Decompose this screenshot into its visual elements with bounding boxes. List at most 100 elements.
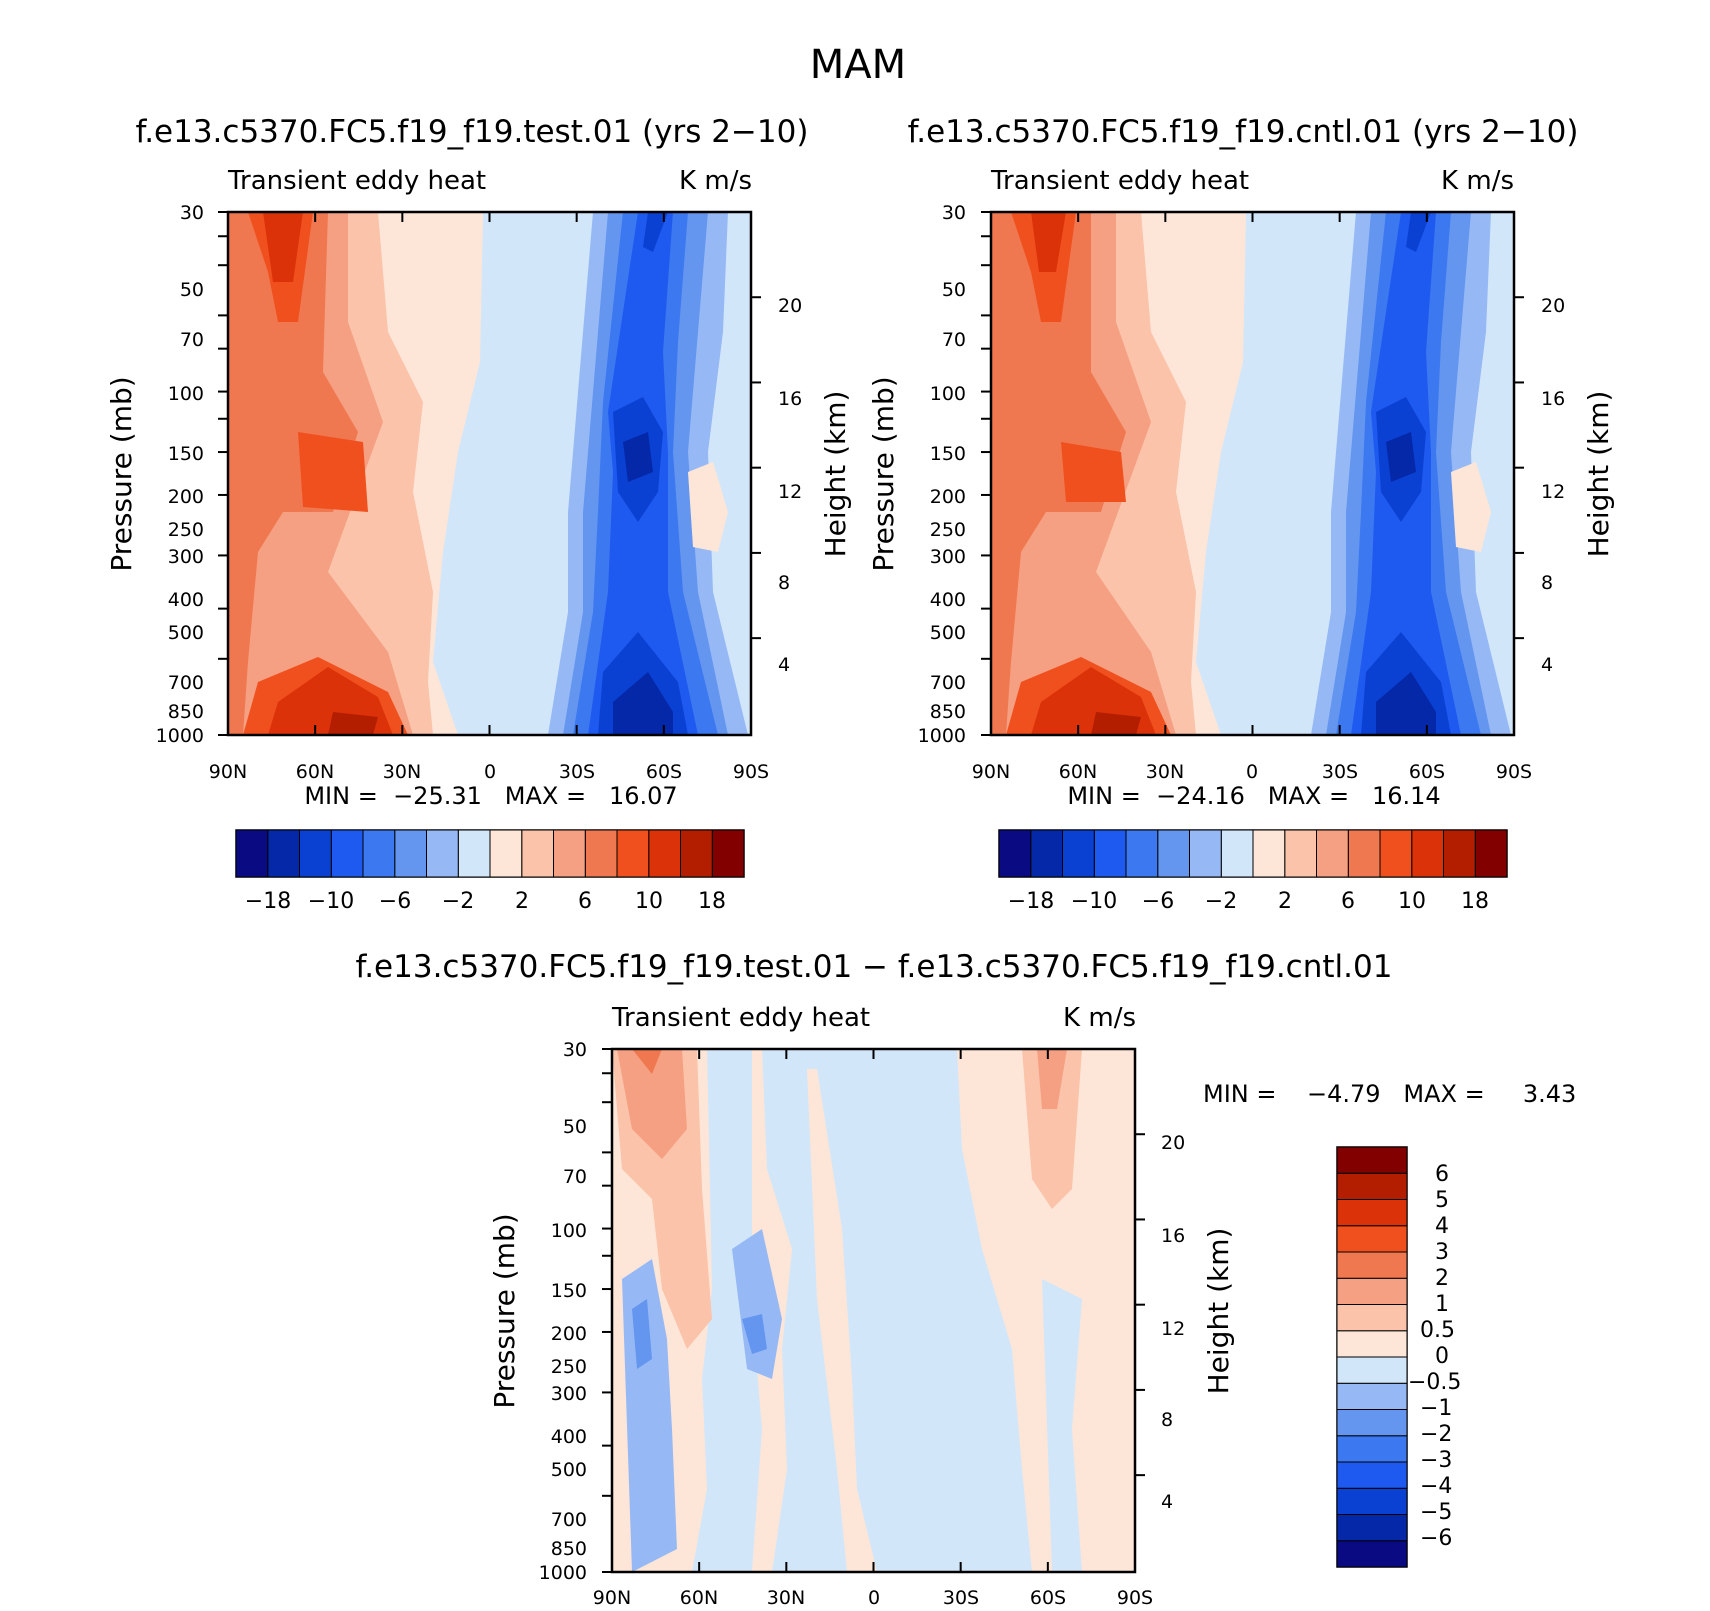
fill-pos-8 [228,212,358,735]
colorbar-swatch [1379,829,1413,878]
colorbar-label: −2 [1420,1422,1452,1447]
colorbar-swatch [1336,1514,1408,1542]
x-tick-label: 90S [733,761,769,783]
x-tick-label: 60N [1059,761,1097,783]
y-tick-label: 500 [168,622,204,644]
fill-pos-small [807,1069,877,1572]
y-tick-label: 700 [930,672,966,694]
colorbar-swatch [1220,829,1254,878]
colorbar: 6 5 4 3 2 1 0.5 0 −0.5 −1 −2 −3 −4 −5 −6 [1336,1146,1461,1568]
colorbar-swatch [489,829,523,878]
colorbar-label: 0.5 [1420,1318,1455,1343]
x-ticks: 90N 60N 30N 0 30S 60S 90S [593,1587,1153,1609]
contour-plot [612,1049,1135,1572]
colorbar-label: −6 [1420,1526,1452,1551]
y-tick-label: 30 [563,1039,587,1061]
y2-tick-label: 20 [778,295,802,317]
fill-pos-10 [1006,212,1171,735]
colorbar-swatch [1093,829,1127,878]
colorbar-swatch [1316,829,1349,878]
colorbar-swatch [457,829,491,878]
y-tick-label: 700 [551,1509,587,1531]
y-tick-label: 300 [168,546,204,568]
x-tick-label: 60S [1409,761,1445,783]
colorbar-label: −2 [442,889,474,914]
colorbar-label: −0.5 [1408,1370,1461,1395]
colorbar-label: 18 [698,889,726,914]
colorbar-swatch [1336,1251,1408,1279]
fill-pos-8 [991,212,1126,735]
colorbar-swatch [330,829,364,878]
colorbar-label: −6 [1142,889,1174,914]
colorbar-label: −2 [1205,889,1237,914]
panel-title: f.e13.c5370.FC5.f19_f19.cntl.01 (yrs 2−1… [908,114,1579,150]
y-tick-label: 700 [168,672,204,694]
colorbar: −18 −10 −6 −2 2 6 10 18 [235,829,745,914]
tick-marks [218,211,761,736]
colorbar-swatch [299,829,332,878]
colorbar-swatch [1347,829,1381,878]
colorbar-swatch [1336,1330,1408,1358]
colorbar-swatch [553,829,586,878]
y-tick-label: 30 [942,202,966,224]
y-axis-label: Pressure (mb) [488,1213,521,1408]
colorbar-swatch [1125,829,1159,878]
colorbar-swatch [426,829,459,878]
fill-pos-2-sh [1037,1049,1067,1109]
fill-pos-2 [617,1049,687,1159]
colorbar-swatch [584,829,618,878]
x-tick-label: 60S [1030,1587,1066,1609]
x-tick-label: 30N [1146,761,1184,783]
y-tick-label: 200 [168,486,204,508]
y2-tick-label: 16 [1541,388,1565,410]
colorbar-label: 4 [1435,1214,1449,1239]
colorbar-swatch [648,829,681,878]
colorbar-swatch [1336,1461,1408,1489]
colorbar-swatch [1336,1172,1408,1200]
colorbar-label: 10 [635,889,663,914]
colorbar-label: −4 [1420,1474,1452,1499]
panel-units-label: K m/s [1441,166,1514,196]
panel-cntl: f.e13.c5370.FC5.f19_f19.cntl.01 (yrs 2−1… [867,114,1615,914]
colorbar-swatch [362,829,396,878]
colorbar-label: 5 [1435,1188,1449,1213]
fill-pos-3 [632,1049,662,1074]
panel-units-label: K m/s [679,166,752,196]
y-tick-label: 250 [930,519,966,541]
y-tick-label: 500 [551,1459,587,1481]
colorbar-swatch [1336,1304,1408,1332]
figure-title: MAM [810,42,906,88]
y2-axis-label: Height (km) [819,391,852,558]
colorbar-swatch [1474,829,1508,878]
y-tick-label: 250 [551,1356,587,1378]
y2-tick-label: 4 [778,654,790,676]
y-tick-label: 200 [551,1323,587,1345]
fill-neg-2 [632,1299,767,1369]
y-tick-label: 850 [551,1538,587,1560]
x-tick-label: 90N [593,1587,631,1609]
colorbar-swatch [235,829,269,878]
colorbar-label: −5 [1420,1500,1452,1525]
y-tick-label: 70 [942,329,966,351]
colorbar-label: 2 [1435,1266,1449,1291]
panel-units-label: K m/s [1063,1003,1136,1033]
min-max-text: MIN = −25.31 MAX = 16.07 [304,782,677,810]
x-tick-label: 30N [767,1587,805,1609]
y-tick-label: 300 [551,1383,587,1405]
y-tick-label: 850 [930,701,966,723]
panel-title: f.e13.c5370.FC5.f19_f19.test.01 − f.e13.… [356,949,1393,985]
y-tick-label: 300 [930,546,966,568]
colorbar-swatch [1189,829,1222,878]
colorbar-swatch [1411,829,1444,878]
panel-diff: f.e13.c5370.FC5.f19_f19.test.01 − f.e13.… [356,949,1577,1609]
y2-tick-label: 4 [1161,1491,1173,1513]
y2-axis-label: Height (km) [1582,391,1615,558]
y2-tick-label: 8 [778,572,790,594]
colorbar-label: −3 [1420,1448,1452,1473]
y-tick-label: 50 [563,1116,587,1138]
colorbar-label: 6 [1341,889,1355,914]
y-ticks-right: 20 16 12 8 4 [1161,1132,1185,1513]
panel-left-label: Transient eddy heat [227,166,486,196]
y2-tick-label: 12 [1541,481,1565,503]
